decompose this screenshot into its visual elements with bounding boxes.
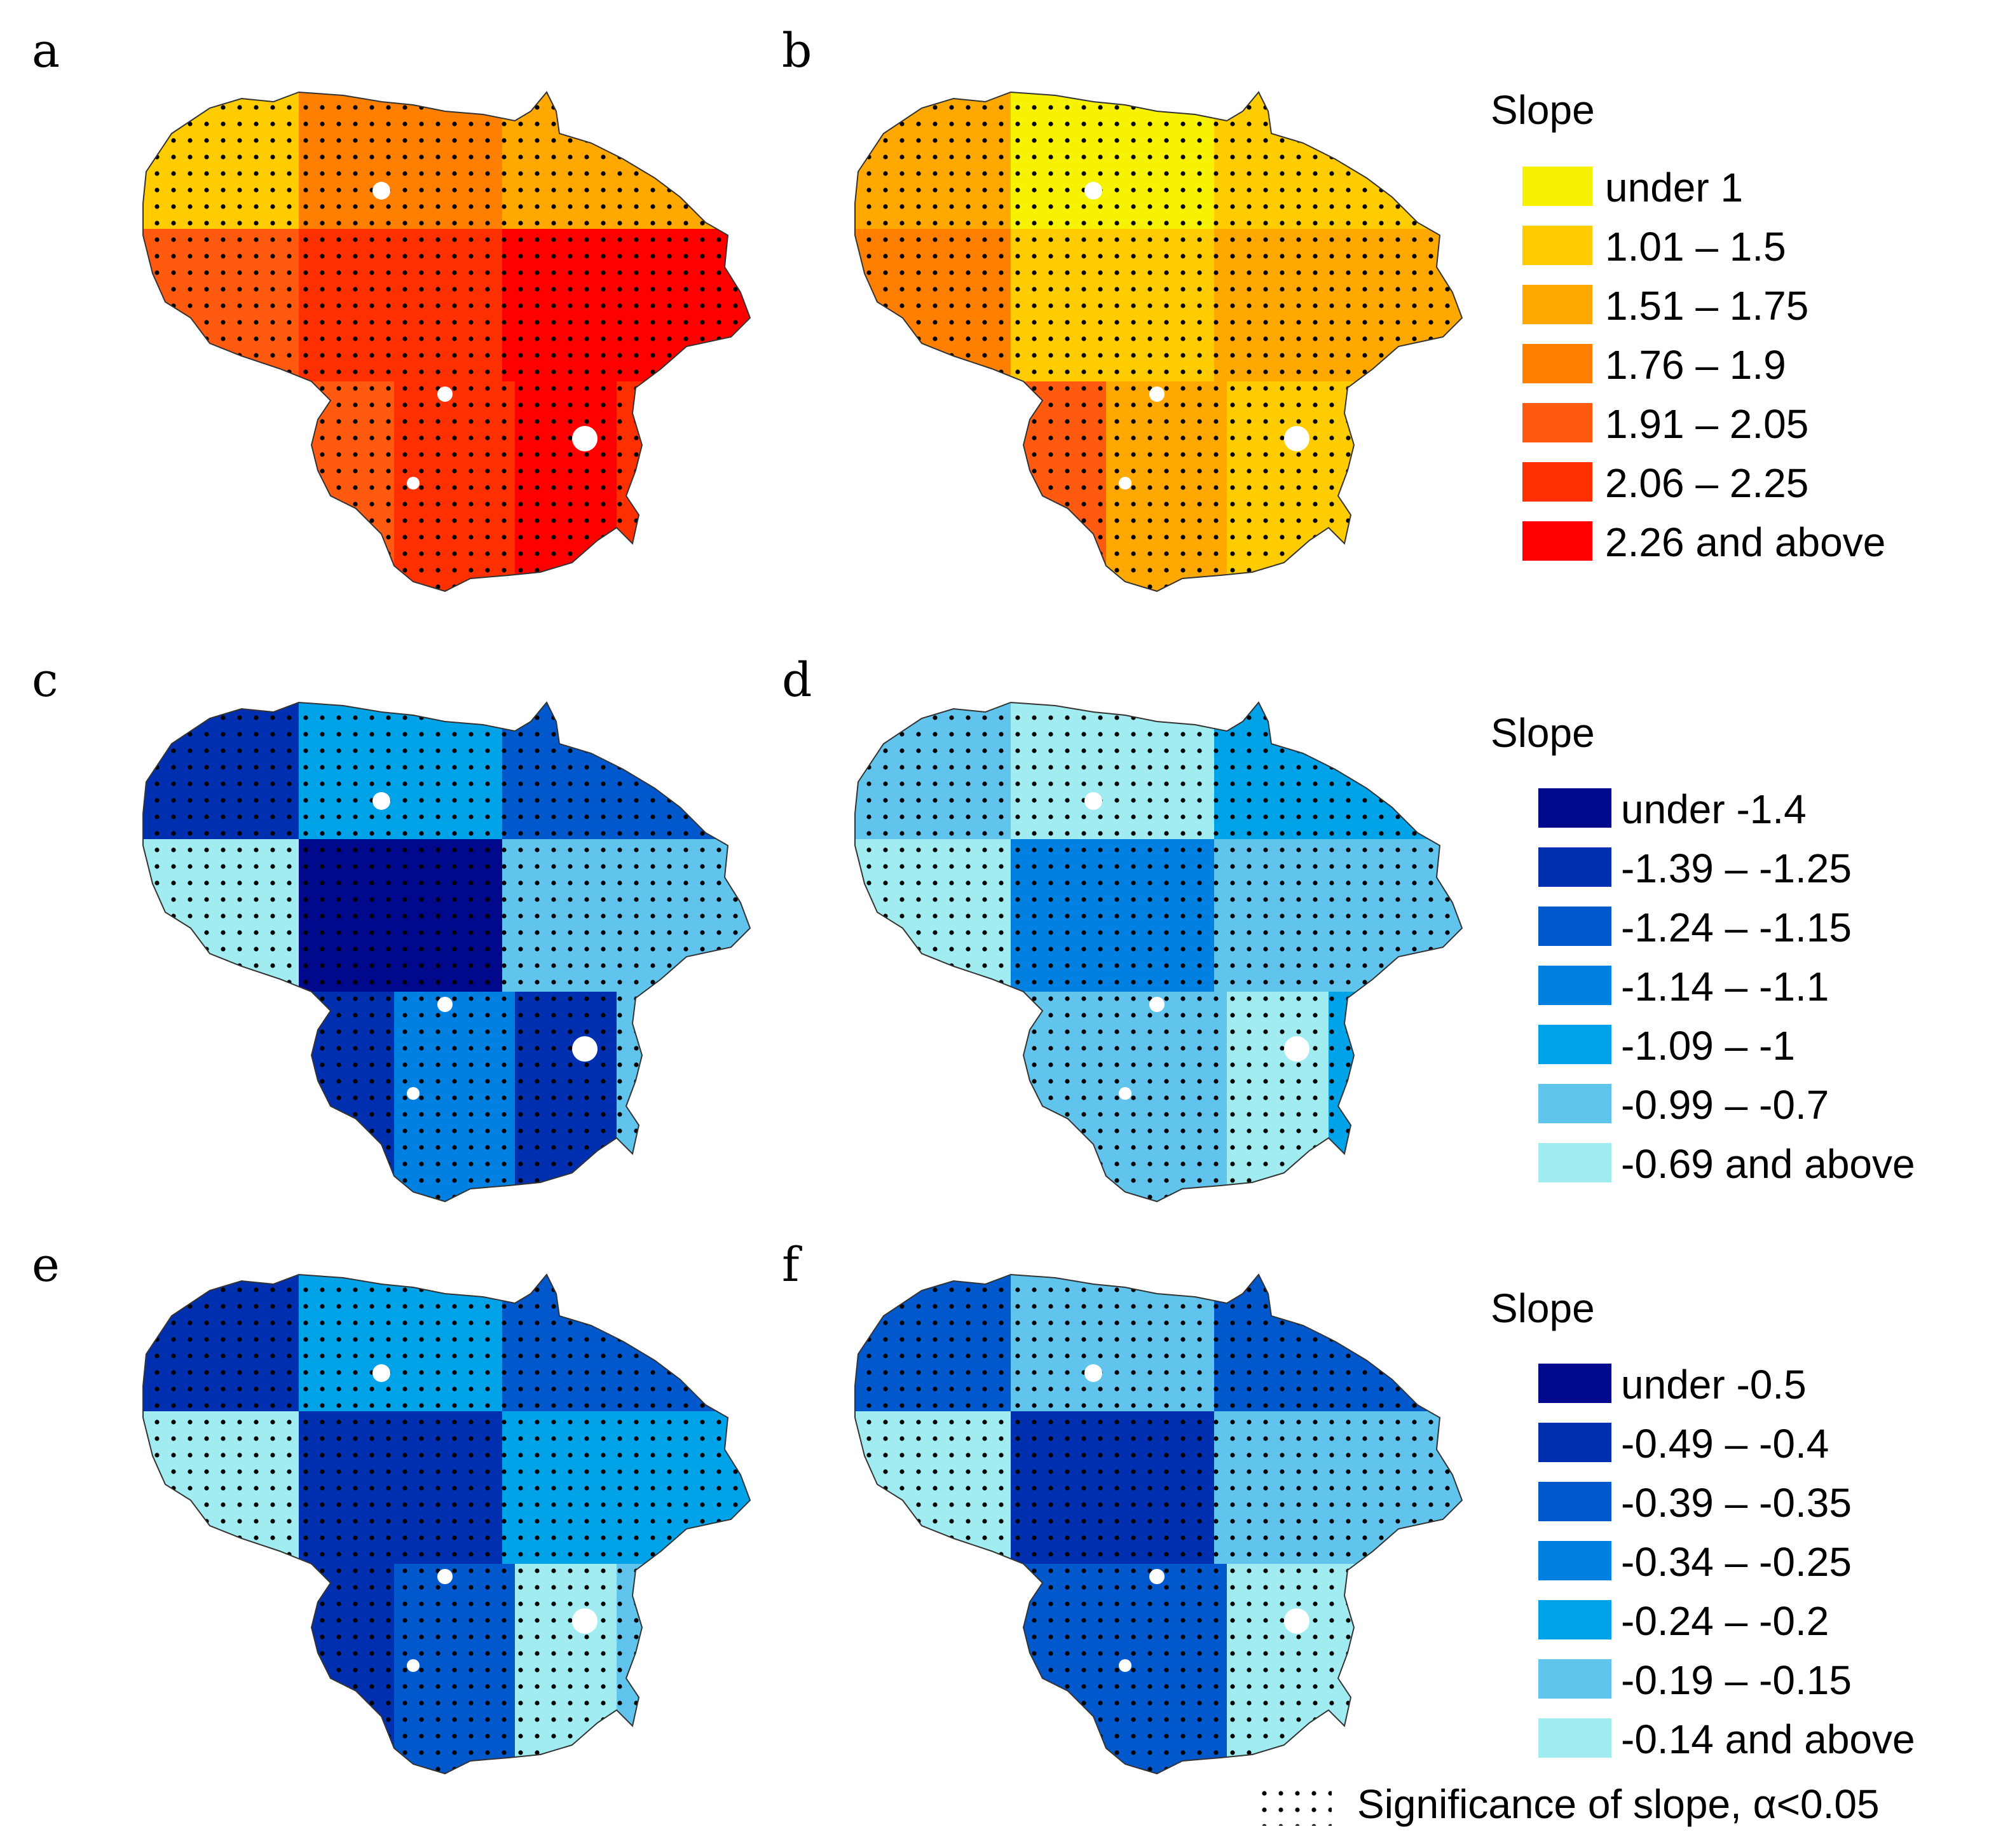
panel-letter-c: c bbox=[32, 653, 58, 708]
legend-swatch bbox=[1522, 167, 1592, 206]
legend-label: under 1 bbox=[1605, 165, 1743, 210]
significance-swatch bbox=[1262, 1785, 1332, 1826]
legend-swatch bbox=[1538, 1084, 1611, 1123]
legend-swatch bbox=[1522, 344, 1592, 383]
legend-label: -1.39 – -1.25 bbox=[1621, 845, 1852, 891]
legend-label: -0.39 – -0.35 bbox=[1621, 1480, 1852, 1526]
legend-swatch bbox=[1538, 966, 1611, 1005]
legend-swatch bbox=[1538, 1600, 1611, 1639]
legend-swatch bbox=[1538, 788, 1611, 828]
legend-label: -1.14 – -1.1 bbox=[1621, 964, 1829, 1010]
legend-swatch bbox=[1538, 907, 1611, 946]
lake-markers bbox=[373, 792, 598, 1100]
region-se bbox=[617, 1564, 750, 1774]
region-se bbox=[617, 381, 750, 591]
lake-markers bbox=[1084, 792, 1309, 1100]
map-panel-d: d bbox=[782, 653, 1463, 1203]
map-outline bbox=[854, 91, 1463, 592]
map-panel-c: c bbox=[32, 653, 751, 1203]
legend-title: Slope bbox=[1491, 87, 1595, 133]
legend-swatch bbox=[1538, 1659, 1611, 1699]
legend-swatch bbox=[1538, 1364, 1611, 1403]
legend-swatch bbox=[1538, 1143, 1611, 1182]
map-outline bbox=[854, 701, 1463, 1203]
legend-label: -0.69 and above bbox=[1621, 1141, 1915, 1187]
legend-label: 1.01 – 1.5 bbox=[1605, 224, 1786, 270]
legend-swatch bbox=[1538, 1482, 1611, 1521]
lake-markers bbox=[373, 1364, 598, 1672]
legend-label: 1.76 – 1.9 bbox=[1605, 342, 1786, 388]
significance-dots bbox=[143, 1275, 750, 1774]
legend-swatch bbox=[1522, 226, 1592, 265]
significance-label: Significance of slope, α<0.05 bbox=[1357, 1781, 1880, 1827]
legend-label: 2.06 – 2.25 bbox=[1605, 460, 1808, 506]
panel-letter-e: e bbox=[32, 1238, 60, 1292]
lake-markers bbox=[1084, 1364, 1309, 1672]
panel-letter-f: f bbox=[782, 1238, 802, 1292]
legend-swatch bbox=[1538, 1423, 1611, 1462]
significance-dots bbox=[855, 1275, 1462, 1774]
map-panel-b: b bbox=[782, 24, 1463, 592]
legend-label: 1.91 – 2.05 bbox=[1605, 401, 1808, 447]
legend-label: 1.51 – 1.75 bbox=[1605, 283, 1808, 329]
legend-swatch bbox=[1538, 1025, 1611, 1064]
map-panel-f: f bbox=[782, 1238, 1463, 1775]
lake-markers bbox=[373, 182, 598, 489]
legend-title: Slope bbox=[1491, 710, 1595, 756]
legend-swatch bbox=[1522, 521, 1592, 561]
legend-slope-blue-ef: Slope under -0.5 -0.49 – -0.4 -0.39 – -0… bbox=[1491, 1285, 1915, 1762]
legend-slope-blue-cd: Slope under -1.4 -1.39 – -1.25 -1.24 – -… bbox=[1491, 710, 1915, 1187]
map-outline bbox=[142, 91, 751, 592]
region-se bbox=[1329, 381, 1462, 591]
panel-letter-d: d bbox=[782, 653, 812, 708]
legend-label: -0.14 and above bbox=[1621, 1716, 1915, 1762]
legend-swatch bbox=[1538, 1541, 1611, 1580]
legend-label: -1.24 – -1.15 bbox=[1621, 905, 1852, 950]
panel-letter-a: a bbox=[32, 24, 60, 78]
legend-swatch bbox=[1538, 847, 1611, 887]
legend-label: under -1.4 bbox=[1621, 786, 1807, 832]
legend-swatch bbox=[1538, 1718, 1611, 1758]
region-se bbox=[617, 992, 750, 1201]
map-outline bbox=[142, 701, 751, 1203]
significance-dots bbox=[143, 92, 750, 591]
legend-label: -0.49 – -0.4 bbox=[1621, 1421, 1829, 1467]
legend-label: under -0.5 bbox=[1621, 1362, 1807, 1407]
legend-label: 2.26 and above bbox=[1605, 519, 1885, 565]
legend-label: -0.19 – -0.15 bbox=[1621, 1657, 1852, 1703]
legend-label: -1.09 – -1 bbox=[1621, 1023, 1795, 1069]
lake-markers bbox=[1084, 182, 1309, 489]
significance-dots bbox=[855, 92, 1462, 591]
legend-label: -0.34 – -0.25 bbox=[1621, 1539, 1852, 1585]
legend-swatch bbox=[1522, 285, 1592, 324]
region-se bbox=[1329, 1564, 1462, 1774]
legend-title: Slope bbox=[1491, 1285, 1595, 1331]
legend-slope-warm: Slope under 1 1.01 – 1.5 1.51 – 1.75 1.7… bbox=[1491, 87, 1885, 565]
map-panel-a: a bbox=[32, 24, 751, 592]
panel-letter-b: b bbox=[782, 24, 812, 78]
map-outline bbox=[142, 1273, 751, 1775]
significance-dots bbox=[143, 702, 750, 1201]
legend-swatch bbox=[1522, 403, 1592, 442]
map-outline bbox=[854, 1273, 1463, 1775]
significance-legend: Significance of slope, α<0.05 bbox=[1262, 1781, 1880, 1827]
significance-dots bbox=[855, 702, 1462, 1201]
region-se bbox=[1329, 992, 1462, 1201]
legend-swatch bbox=[1522, 462, 1592, 502]
legend-label: -0.99 – -0.7 bbox=[1621, 1082, 1829, 1128]
legend-label: -0.24 – -0.2 bbox=[1621, 1598, 1829, 1644]
map-panel-e: e bbox=[32, 1238, 751, 1775]
